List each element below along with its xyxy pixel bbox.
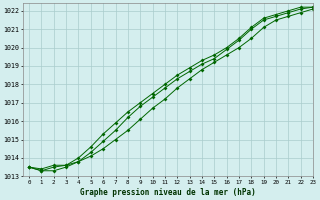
X-axis label: Graphe pression niveau de la mer (hPa): Graphe pression niveau de la mer (hPa) (80, 188, 256, 197)
